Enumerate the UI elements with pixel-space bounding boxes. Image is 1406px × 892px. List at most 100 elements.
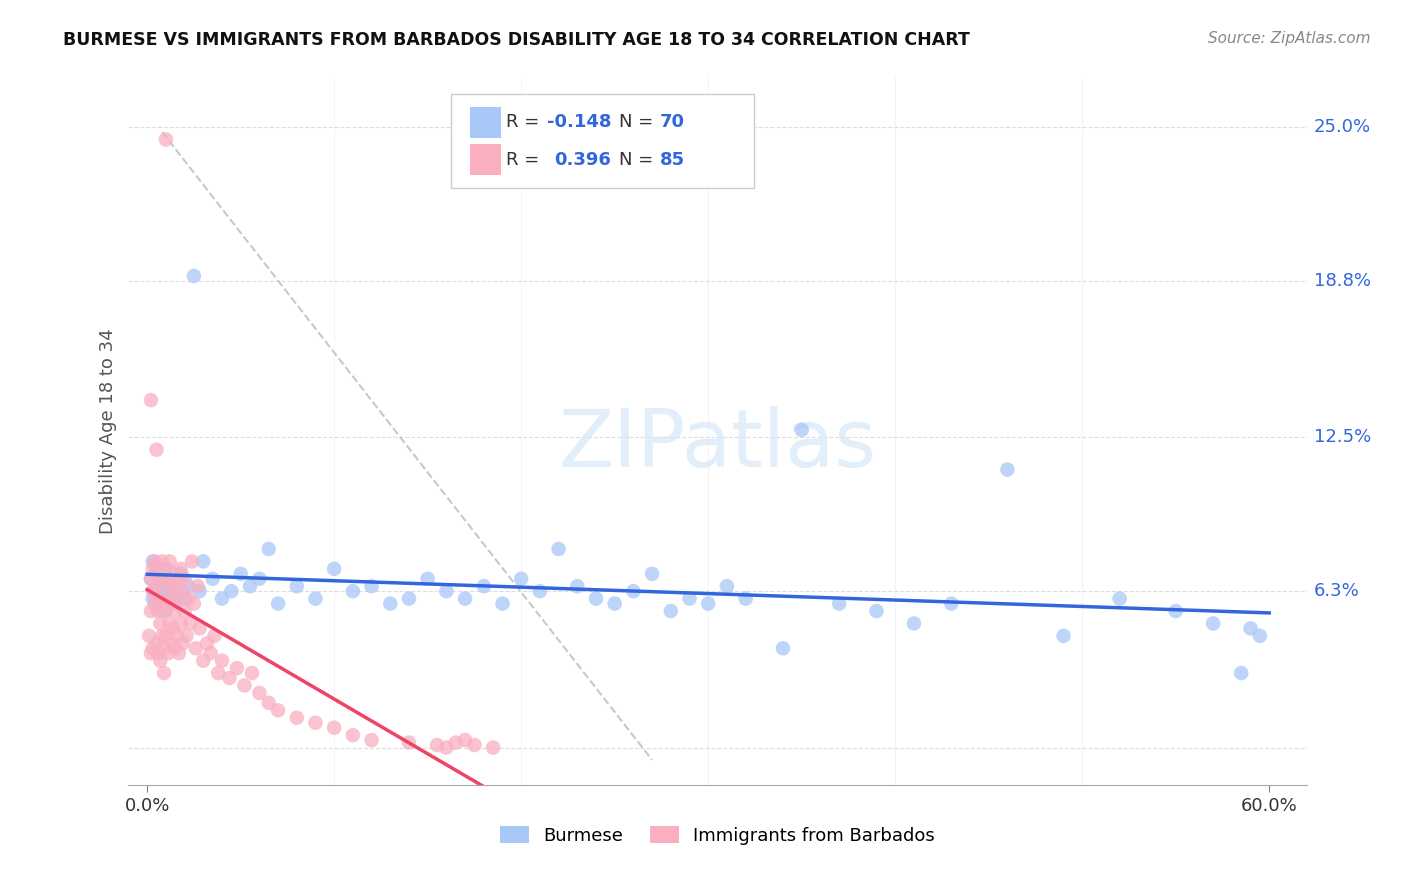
Point bbox=[221, 584, 243, 599]
Point bbox=[173, 604, 195, 618]
Point bbox=[188, 621, 211, 635]
Point bbox=[159, 616, 181, 631]
Point bbox=[463, 738, 485, 752]
Point bbox=[145, 442, 167, 457]
Point bbox=[716, 579, 738, 593]
Point bbox=[142, 554, 165, 568]
Point bbox=[173, 572, 195, 586]
Point bbox=[149, 654, 172, 668]
Point bbox=[142, 584, 165, 599]
Point bbox=[772, 641, 794, 656]
Point bbox=[155, 604, 177, 618]
Point bbox=[159, 554, 181, 568]
Point bbox=[143, 584, 166, 599]
Point bbox=[529, 584, 551, 599]
Point bbox=[170, 562, 193, 576]
Text: 18.8%: 18.8% bbox=[1313, 272, 1371, 290]
Point bbox=[193, 654, 215, 668]
Point bbox=[997, 462, 1019, 476]
Point bbox=[360, 733, 382, 747]
Point bbox=[143, 597, 166, 611]
Point bbox=[567, 579, 589, 593]
Legend: Burmese, Immigrants from Barbados: Burmese, Immigrants from Barbados bbox=[491, 817, 945, 854]
Point bbox=[1164, 604, 1187, 618]
Text: R =: R = bbox=[506, 151, 551, 169]
Point bbox=[323, 721, 346, 735]
Point bbox=[865, 604, 887, 618]
Point bbox=[177, 591, 200, 606]
Point bbox=[416, 572, 439, 586]
Point bbox=[167, 646, 190, 660]
Point bbox=[903, 616, 925, 631]
Point bbox=[149, 591, 172, 606]
Point bbox=[145, 566, 167, 581]
Point bbox=[159, 579, 181, 593]
Point bbox=[218, 671, 240, 685]
Point bbox=[155, 562, 177, 576]
Point bbox=[482, 740, 505, 755]
Point bbox=[162, 621, 184, 635]
Text: 0.396: 0.396 bbox=[554, 151, 610, 169]
Point bbox=[257, 696, 280, 710]
Point bbox=[149, 566, 172, 581]
Point bbox=[585, 591, 607, 606]
Point bbox=[226, 661, 249, 675]
Point bbox=[173, 591, 195, 606]
Point bbox=[145, 579, 167, 593]
Point bbox=[148, 579, 170, 593]
Point bbox=[142, 591, 165, 606]
Point bbox=[165, 597, 187, 611]
Point bbox=[828, 597, 851, 611]
Point bbox=[247, 686, 270, 700]
Point bbox=[444, 735, 467, 749]
Point bbox=[304, 715, 326, 730]
Text: 25.0%: 25.0% bbox=[1313, 118, 1371, 136]
Point bbox=[229, 566, 252, 581]
Point bbox=[170, 566, 193, 581]
Text: -0.148: -0.148 bbox=[547, 113, 612, 131]
Point bbox=[510, 572, 533, 586]
Text: ZIPatlas: ZIPatlas bbox=[558, 406, 876, 484]
Point bbox=[398, 591, 420, 606]
Point bbox=[426, 738, 449, 752]
Point bbox=[434, 740, 457, 755]
Point bbox=[150, 554, 173, 568]
Point bbox=[153, 641, 176, 656]
Point bbox=[211, 654, 233, 668]
Point bbox=[454, 591, 477, 606]
Point bbox=[342, 728, 364, 742]
Point bbox=[678, 591, 700, 606]
Point bbox=[184, 641, 207, 656]
Point bbox=[139, 646, 162, 660]
Point bbox=[247, 572, 270, 586]
Point bbox=[380, 597, 402, 611]
Point bbox=[1239, 621, 1261, 635]
Point bbox=[193, 554, 215, 568]
Text: R =: R = bbox=[506, 113, 546, 131]
Point bbox=[148, 591, 170, 606]
Point bbox=[200, 646, 222, 660]
Point bbox=[145, 562, 167, 576]
Point bbox=[454, 733, 477, 747]
Point bbox=[142, 562, 165, 576]
Point bbox=[166, 629, 188, 643]
Y-axis label: Disability Age 18 to 34: Disability Age 18 to 34 bbox=[100, 328, 117, 534]
Point bbox=[160, 636, 183, 650]
Point bbox=[360, 579, 382, 593]
Point bbox=[240, 666, 263, 681]
Point bbox=[342, 584, 364, 599]
Point bbox=[1202, 616, 1225, 631]
Point bbox=[398, 735, 420, 749]
Point bbox=[155, 629, 177, 643]
Text: 85: 85 bbox=[659, 151, 685, 169]
Point bbox=[172, 584, 194, 599]
Point bbox=[150, 584, 173, 599]
Point bbox=[323, 562, 346, 576]
Point bbox=[143, 554, 166, 568]
Point bbox=[211, 591, 233, 606]
Point bbox=[139, 393, 162, 408]
Point bbox=[697, 597, 720, 611]
Point bbox=[257, 541, 280, 556]
Point bbox=[172, 636, 194, 650]
Point bbox=[239, 579, 262, 593]
